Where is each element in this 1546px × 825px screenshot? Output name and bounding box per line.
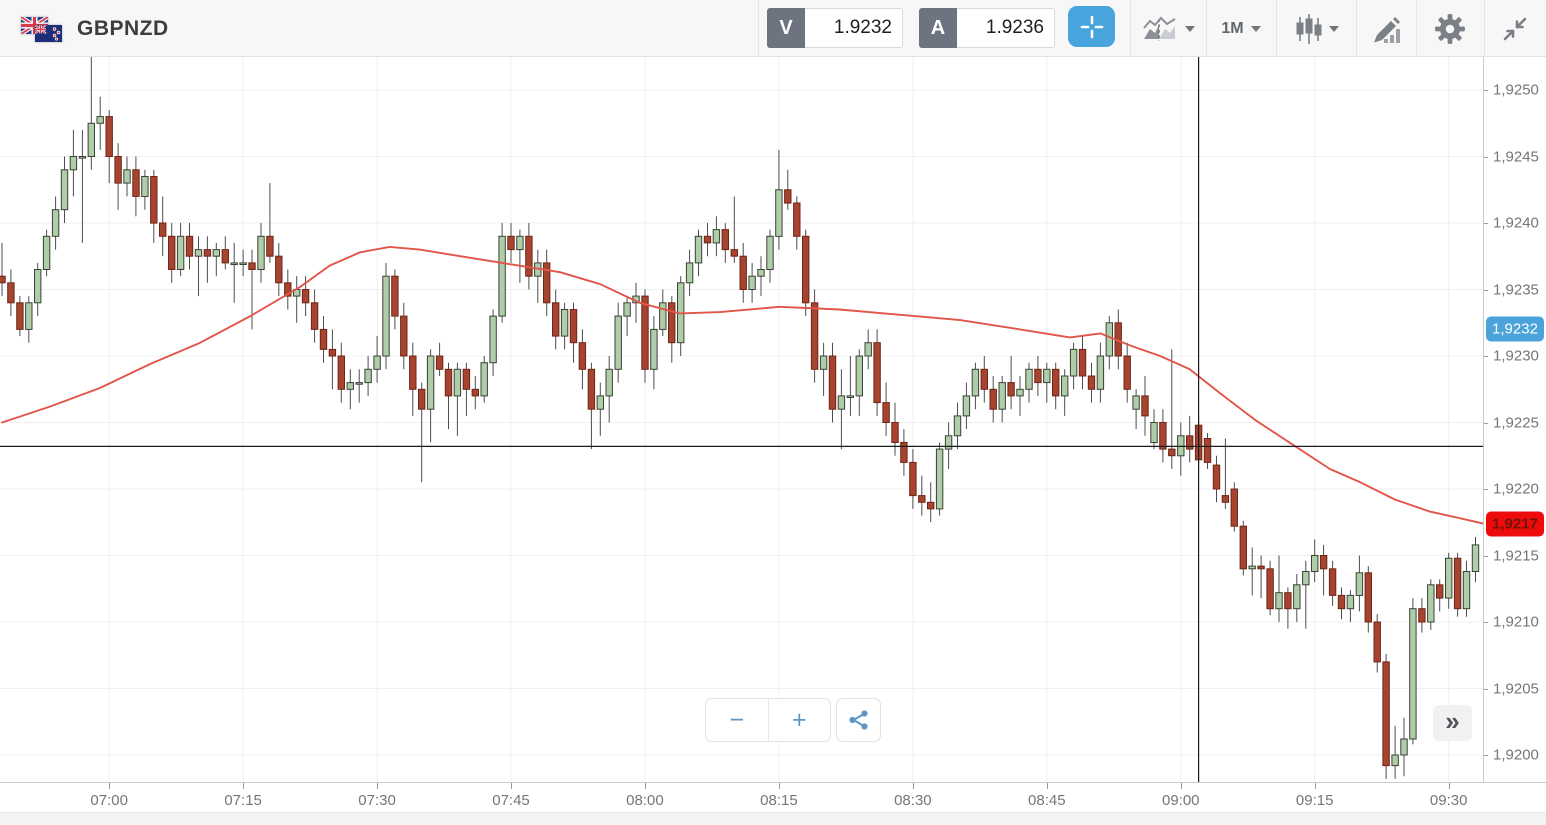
settings-button[interactable]: [1416, 0, 1484, 57]
collapse-button[interactable]: [1484, 0, 1546, 57]
toolbar-divider: [1206, 0, 1207, 56]
price-axis-tick: [1484, 289, 1488, 291]
price-axis-label: 1,9210: [1493, 613, 1539, 631]
sell-label: V: [767, 8, 805, 48]
time-axis-label: 07:30: [358, 792, 396, 809]
price-axis-label: 1,9200: [1493, 746, 1539, 764]
time-axis-label: 09:30: [1429, 792, 1468, 809]
toolbar-divider: [1416, 0, 1417, 56]
chevron-down-icon: [1250, 25, 1261, 32]
time-axis-label: 08:45: [1028, 792, 1066, 809]
chevron-down-icon: [1328, 25, 1339, 32]
crosshair-tool-button[interactable]: [1068, 6, 1115, 47]
price-axis-label: 1,9235: [1493, 281, 1539, 298]
buy-price: 1.9236: [957, 8, 1055, 48]
price-axis-label: 1,9230: [1493, 347, 1539, 365]
time-axis-tick: [778, 783, 780, 789]
sell-button[interactable]: V 1.9232: [767, 8, 903, 48]
ma-price-badge: 1,9217: [1486, 511, 1544, 537]
time-axis-label: 07:45: [492, 792, 530, 809]
time-axis-tick: [243, 783, 245, 789]
price-axis-tick: [1484, 156, 1488, 158]
price-axis-label: 1,9225: [1493, 414, 1539, 431]
zoom-out-button[interactable]: −: [729, 705, 745, 734]
toolbar-divider: [1356, 0, 1357, 56]
price-axis-tick: [1484, 422, 1488, 424]
price-axis-tick: [1484, 90, 1488, 91]
time-axis-tick: [1180, 783, 1182, 789]
chart-type-button[interactable]: [1276, 0, 1356, 57]
time-axis-label: 08:30: [894, 792, 932, 809]
buy-label: A: [919, 8, 957, 48]
price-axis-label: 1,9220: [1493, 480, 1539, 498]
time-axis-label: 07:00: [90, 792, 128, 809]
time-axis-tick: [644, 783, 646, 789]
share-button[interactable]: [836, 698, 881, 742]
compare-charts-icon: [1142, 16, 1176, 41]
toolbar-divider: [1276, 0, 1277, 56]
price-axis-label: 1,9240: [1493, 214, 1539, 232]
time-axis-tick: [1448, 783, 1450, 789]
time-axis-tick: [1314, 783, 1316, 789]
toolbar-divider: [758, 0, 759, 56]
price-axis-label: 1,9250: [1493, 81, 1539, 99]
toolbar-divider: [1484, 0, 1485, 56]
sell-price: 1.9232: [805, 8, 903, 48]
toolbar-divider: [1130, 0, 1131, 56]
price-axis-tick: [1484, 688, 1488, 690]
price-axis[interactable]: 1,9232 1,9217 1,9250 1,9245 1,9240 1,9235 1,…: [1483, 57, 1546, 782]
price-axis-tick: [1484, 356, 1488, 357]
time-axis-tick: [1046, 783, 1048, 789]
pencil-chart-icon: [1374, 16, 1400, 43]
time-axis-tick: [109, 783, 111, 789]
page-title: GBPNZD: [77, 17, 169, 40]
zoom-in-button[interactable]: +: [767, 699, 831, 741]
price-axis-label: 1,9205: [1493, 680, 1539, 697]
price-axis-label: 1,9245: [1493, 148, 1539, 165]
candlestick-chart[interactable]: [0, 57, 1483, 782]
zoom-controls: − +: [705, 698, 831, 742]
time-axis-label: 09:15: [1295, 792, 1334, 809]
price-axis-label: 1,9215: [1493, 547, 1539, 564]
compare-charts-button[interactable]: [1130, 0, 1206, 57]
timeframe-label: 1M: [1221, 19, 1244, 37]
buy-button[interactable]: A 1.9236: [919, 8, 1055, 48]
drawing-tools-button[interactable]: [1356, 0, 1416, 57]
time-axis-label: 08:00: [626, 792, 664, 809]
time-axis-tick: [377, 783, 379, 789]
toolbar: GBPNZD V 1.9232 A 1.9236 1M: [0, 0, 1546, 57]
price-axis-tick: [1484, 755, 1488, 756]
time-axis-tick: [511, 783, 512, 789]
price-axis-tick: [1484, 223, 1488, 224]
fast-forward-button[interactable]: »: [1433, 705, 1472, 741]
price-axis-tick: [1484, 489, 1488, 490]
nz-flag-icon: [35, 25, 62, 42]
gear-icon: [1435, 13, 1465, 44]
crosshair-icon: [1080, 15, 1103, 38]
candlestick-chart-icon: [1296, 13, 1321, 44]
share-icon: [848, 710, 868, 730]
time-axis-tick: [912, 783, 914, 789]
timeframe-button[interactable]: 1M: [1206, 0, 1276, 57]
collapse-icon: [1503, 17, 1527, 40]
time-axis[interactable]: 07:00 07:15 07:30 07:45 08:00 08:15 08:30 08:45…: [0, 782, 1546, 812]
bottom-strip: [0, 812, 1546, 825]
chevron-down-icon: [1184, 25, 1195, 32]
time-axis-label: 09:00: [1161, 792, 1200, 809]
bid-price-badge: 1,9232: [1486, 316, 1544, 342]
time-axis-label: 08:15: [760, 792, 798, 809]
time-axis-label: 07:15: [224, 792, 262, 809]
price-axis-tick: [1484, 622, 1488, 623]
price-axis-tick: [1484, 555, 1488, 557]
